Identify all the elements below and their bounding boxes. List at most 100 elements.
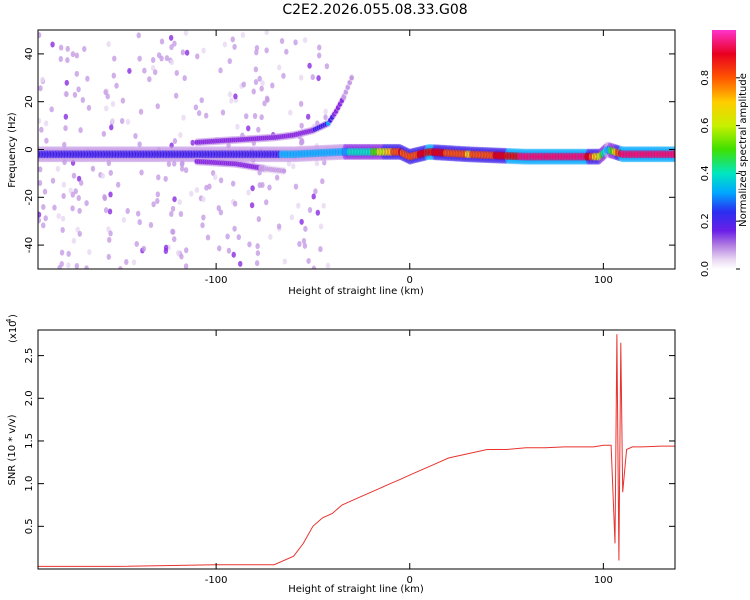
spectrogram-noise-cell <box>127 67 132 74</box>
spectrogram-noise-cell <box>201 214 206 221</box>
spectrogram-noise-cell <box>63 125 68 132</box>
spectrogram-noise-cell <box>38 211 42 218</box>
spectrogram-noise-cell <box>115 181 121 188</box>
spectrogram-noise-cell <box>76 86 81 93</box>
spectrogram-noise-cell <box>204 184 209 191</box>
spectrogram-noise-cell <box>213 174 218 181</box>
spectrogram-noise-cell <box>112 55 117 62</box>
spectrogram-noise-cell <box>252 112 258 119</box>
spectrogram-noise-cell <box>163 175 168 182</box>
spectrogram-noise-cell <box>193 104 199 111</box>
spectrogram-y-label: Frequency (Hz) <box>7 112 18 188</box>
spectrogram-noise-cell <box>70 51 76 58</box>
spectrogram-noise-cell <box>134 240 139 247</box>
colorbar-ticks: 0.0 0.2 0.4 0.6 0.8 <box>700 70 740 277</box>
spectrogram-ridge-cell <box>281 168 287 174</box>
spectrogram-noise-cell <box>137 141 142 148</box>
snr-x-label: Height of straight line (km) <box>288 584 424 595</box>
spectrogram-noise-cell <box>241 81 246 88</box>
spectrogram-noise-cell <box>190 139 195 146</box>
spectrogram-noise-cell <box>240 32 246 39</box>
spectrogram-noise-cell <box>170 228 176 235</box>
spectrogram-noise-cell <box>43 120 49 127</box>
snr-frame <box>37 329 676 570</box>
spectrogram-noise-cell <box>103 207 109 214</box>
spectrogram-noise-cell <box>38 180 43 187</box>
spectrogram-noise-cell <box>311 193 316 200</box>
spectrogram-noise-cell <box>58 44 64 51</box>
spectrogram-noise-cell <box>203 112 209 119</box>
colorbar-tick-label: 0.6 <box>700 118 711 134</box>
spectrogram-noise-cell <box>156 174 161 181</box>
spectrogram-noise-cell <box>106 226 111 233</box>
spectrogram-noise-cell <box>225 233 230 240</box>
spectrogram-noise-cell <box>301 237 307 244</box>
spectrogram-noise-cell <box>172 137 178 144</box>
spectrogram-noise-cell <box>159 38 165 45</box>
spectrogram-noise-cell <box>85 75 90 82</box>
spectrogram-noise-cell <box>164 55 170 62</box>
spectrogram-noise-cell <box>76 195 81 202</box>
spectrogram-noise-cell <box>131 259 137 266</box>
spectrogram-noise-cell <box>321 202 326 209</box>
spectrogram-noise-cell <box>71 172 77 179</box>
colorbar-tick-label: 0.4 <box>700 165 711 181</box>
spectrogram-noise-cell <box>57 264 62 269</box>
spectrogram-noise-cell <box>114 82 119 89</box>
spectrogram-noise-cell <box>75 226 80 233</box>
spectrogram-noise-cell <box>41 222 46 229</box>
spectrogram-noise-cell <box>217 245 222 252</box>
spectrogram-noise-cell <box>163 247 169 254</box>
spectrogram-noise-cell <box>136 32 141 39</box>
spectrogram-noise-cell <box>86 104 92 111</box>
spectrogram-y-tick-label: 40 <box>24 48 35 61</box>
spectrogram-noise-cell <box>262 100 267 107</box>
spectrogram-noise-cell <box>246 125 251 132</box>
spectrogram-noise-cell <box>119 117 125 124</box>
spectrogram-y-tick-label: -20 <box>24 189 35 205</box>
spectrogram-noise-cell <box>318 246 323 253</box>
spectrogram-noise-cell <box>199 97 204 104</box>
spectrogram-noise-cell <box>70 191 76 198</box>
spectrogram-noise-cell <box>159 55 164 62</box>
spectrogram-noise-cell <box>289 214 295 221</box>
spectrogram-noise-cell <box>253 79 259 86</box>
spectrogram-noise-cell <box>255 250 261 257</box>
spectrogram-noise-cell <box>299 137 305 144</box>
spectrogram-noise-cell <box>59 249 65 256</box>
spectrogram-noise-cell <box>310 74 315 81</box>
colorbar: 0.0 0.2 0.4 0.6 0.8 Normalized spectral ampl… <box>700 30 749 277</box>
spectrogram-noise-cell <box>257 75 262 82</box>
spectrogram-noise-cell <box>38 117 42 124</box>
spectrogram-noise-cell <box>183 167 189 174</box>
spectrogram-noise-cell <box>302 37 308 44</box>
spectrogram-noise-cell <box>40 76 45 83</box>
spectrogram-noise-cell <box>235 123 240 130</box>
spectrogram-y-tick-label: -40 <box>24 237 35 253</box>
spectrogram-noise-cell <box>124 258 129 265</box>
spectrogram-noise-cell <box>150 65 156 72</box>
spectrogram-noise-cell <box>137 219 142 226</box>
colorbar-tick-label: 0.2 <box>700 213 711 229</box>
spectrogram-noise-cell <box>184 49 190 56</box>
colorbar-tick-label: 0.0 <box>700 261 711 277</box>
spectrogram-noise-cell <box>174 70 179 77</box>
spectrogram-noise-cell <box>323 108 328 115</box>
spectrogram-noise-cell <box>111 72 117 79</box>
spectrogram-noise-cell <box>38 217 42 224</box>
spectrogram-noise-cell <box>264 30 269 36</box>
spectrogram-noise-cell <box>270 82 275 89</box>
spectrogram-noise-cell <box>253 66 259 73</box>
spectrogram-noise-cell <box>201 47 206 54</box>
spectrogram-noise-cell <box>317 44 322 51</box>
spectrogram-noise-cell <box>299 122 304 129</box>
spectrogram-noise-cell <box>325 262 331 269</box>
spectrogram-y-tick-label: 0 <box>24 146 35 152</box>
spectrogram-noise-cell <box>58 55 64 62</box>
spectrogram-noise-cell <box>169 211 174 218</box>
spectrogram-noise-cell <box>38 85 43 92</box>
spectrogram-noise-cell <box>236 234 241 241</box>
spectrogram-noise-cell <box>104 105 109 112</box>
spectrogram-x-label: Height of straight line (km) <box>288 286 424 297</box>
spectrogram-noise-cell <box>60 215 66 222</box>
